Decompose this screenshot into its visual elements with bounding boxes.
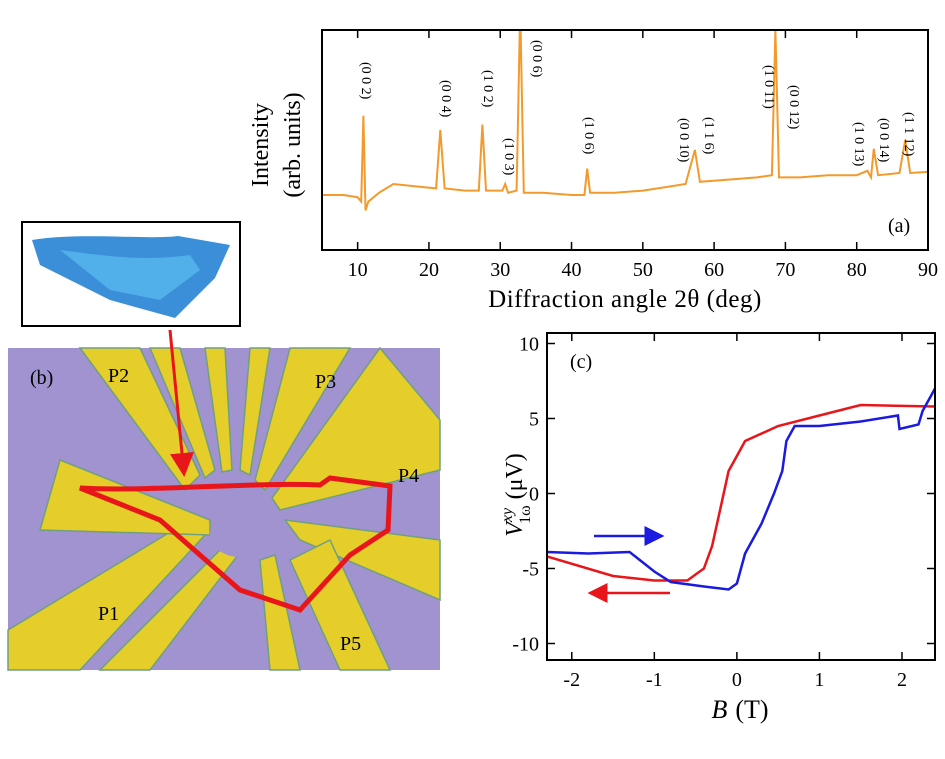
- x-axis-unit: (T): [735, 695, 768, 724]
- peak-label: (0 0 6): [529, 40, 544, 78]
- peak-label: (1 0 6): [581, 117, 596, 155]
- plot-frame: [546, 332, 936, 661]
- data-line: [547, 387, 935, 591]
- x-tick-label: -2: [563, 669, 580, 691]
- x-tick-label: 60: [704, 259, 724, 281]
- peak-label: (1 0 13): [851, 122, 866, 167]
- x-tick-label: 10: [348, 259, 368, 281]
- x-tick-label: 30: [490, 259, 510, 281]
- x-tick-label: 2: [897, 669, 907, 691]
- pad-label: P3: [315, 371, 336, 393]
- panel-label: (c): [570, 351, 592, 373]
- y-tick-label: -10: [512, 634, 539, 656]
- y-axis-label: (arb. units): [280, 92, 306, 197]
- y-tick-label: 5: [529, 409, 539, 431]
- x-tick-label: 0: [732, 669, 742, 691]
- y-tick-label: -5: [522, 559, 539, 581]
- panel-label: (b): [30, 367, 53, 389]
- pad-label: P1: [98, 603, 119, 625]
- x-tick-label: -1: [646, 669, 663, 691]
- pad-label: P2: [108, 365, 129, 387]
- plot-frame: [321, 29, 929, 251]
- x-tick-label: 70: [775, 259, 795, 281]
- peak-label: (1 1 12): [901, 112, 916, 157]
- y-tick-label: 0: [529, 484, 539, 506]
- x-axis-label: B (T): [711, 695, 768, 724]
- peak-label: (0 0 4): [438, 80, 453, 118]
- plot-area: [547, 387, 935, 591]
- y-axis-unit: (μV): [502, 453, 528, 499]
- y-axis-sup: xy: [499, 507, 516, 523]
- peak-label: (0 0 2): [358, 62, 373, 100]
- peak-label: (1 0 3): [501, 138, 516, 176]
- y-tick-label: 10: [519, 334, 539, 356]
- peak-label: (0 0 12): [786, 85, 801, 130]
- x-tick-label: 20: [419, 259, 439, 281]
- y-axis-sub: 1ω: [517, 505, 534, 524]
- x-axis-symbol: B: [711, 695, 727, 724]
- pad-label: P4: [398, 465, 419, 487]
- peak-label: (1 0 11): [761, 65, 776, 109]
- peak-label: (0 0 14): [876, 118, 891, 163]
- y-axis-label: Vxy1ω (μV): [499, 453, 534, 537]
- y-axis-symbol: V: [502, 520, 528, 537]
- data-line: [322, 30, 928, 211]
- x-tick-label: 40: [562, 259, 582, 281]
- peak-label: (0 0 10): [676, 118, 691, 163]
- data-line: [547, 403, 935, 582]
- peak-label: (1 1 6): [701, 117, 716, 155]
- y-axis-label: Intensity: [248, 103, 274, 187]
- peak-label: (1 0 2): [480, 70, 495, 108]
- x-tick-label: 50: [633, 259, 653, 281]
- x-tick-label: 1: [814, 669, 824, 691]
- x-axis-label: Diffraction angle 2θ (deg): [488, 286, 762, 313]
- panel-label: (a): [888, 215, 910, 237]
- x-tick-label: 80: [847, 259, 867, 281]
- pad-label: P5: [340, 633, 361, 655]
- x-tick-label: 90: [918, 259, 938, 281]
- plot-area: [322, 30, 928, 211]
- micrograph: [7, 221, 441, 671]
